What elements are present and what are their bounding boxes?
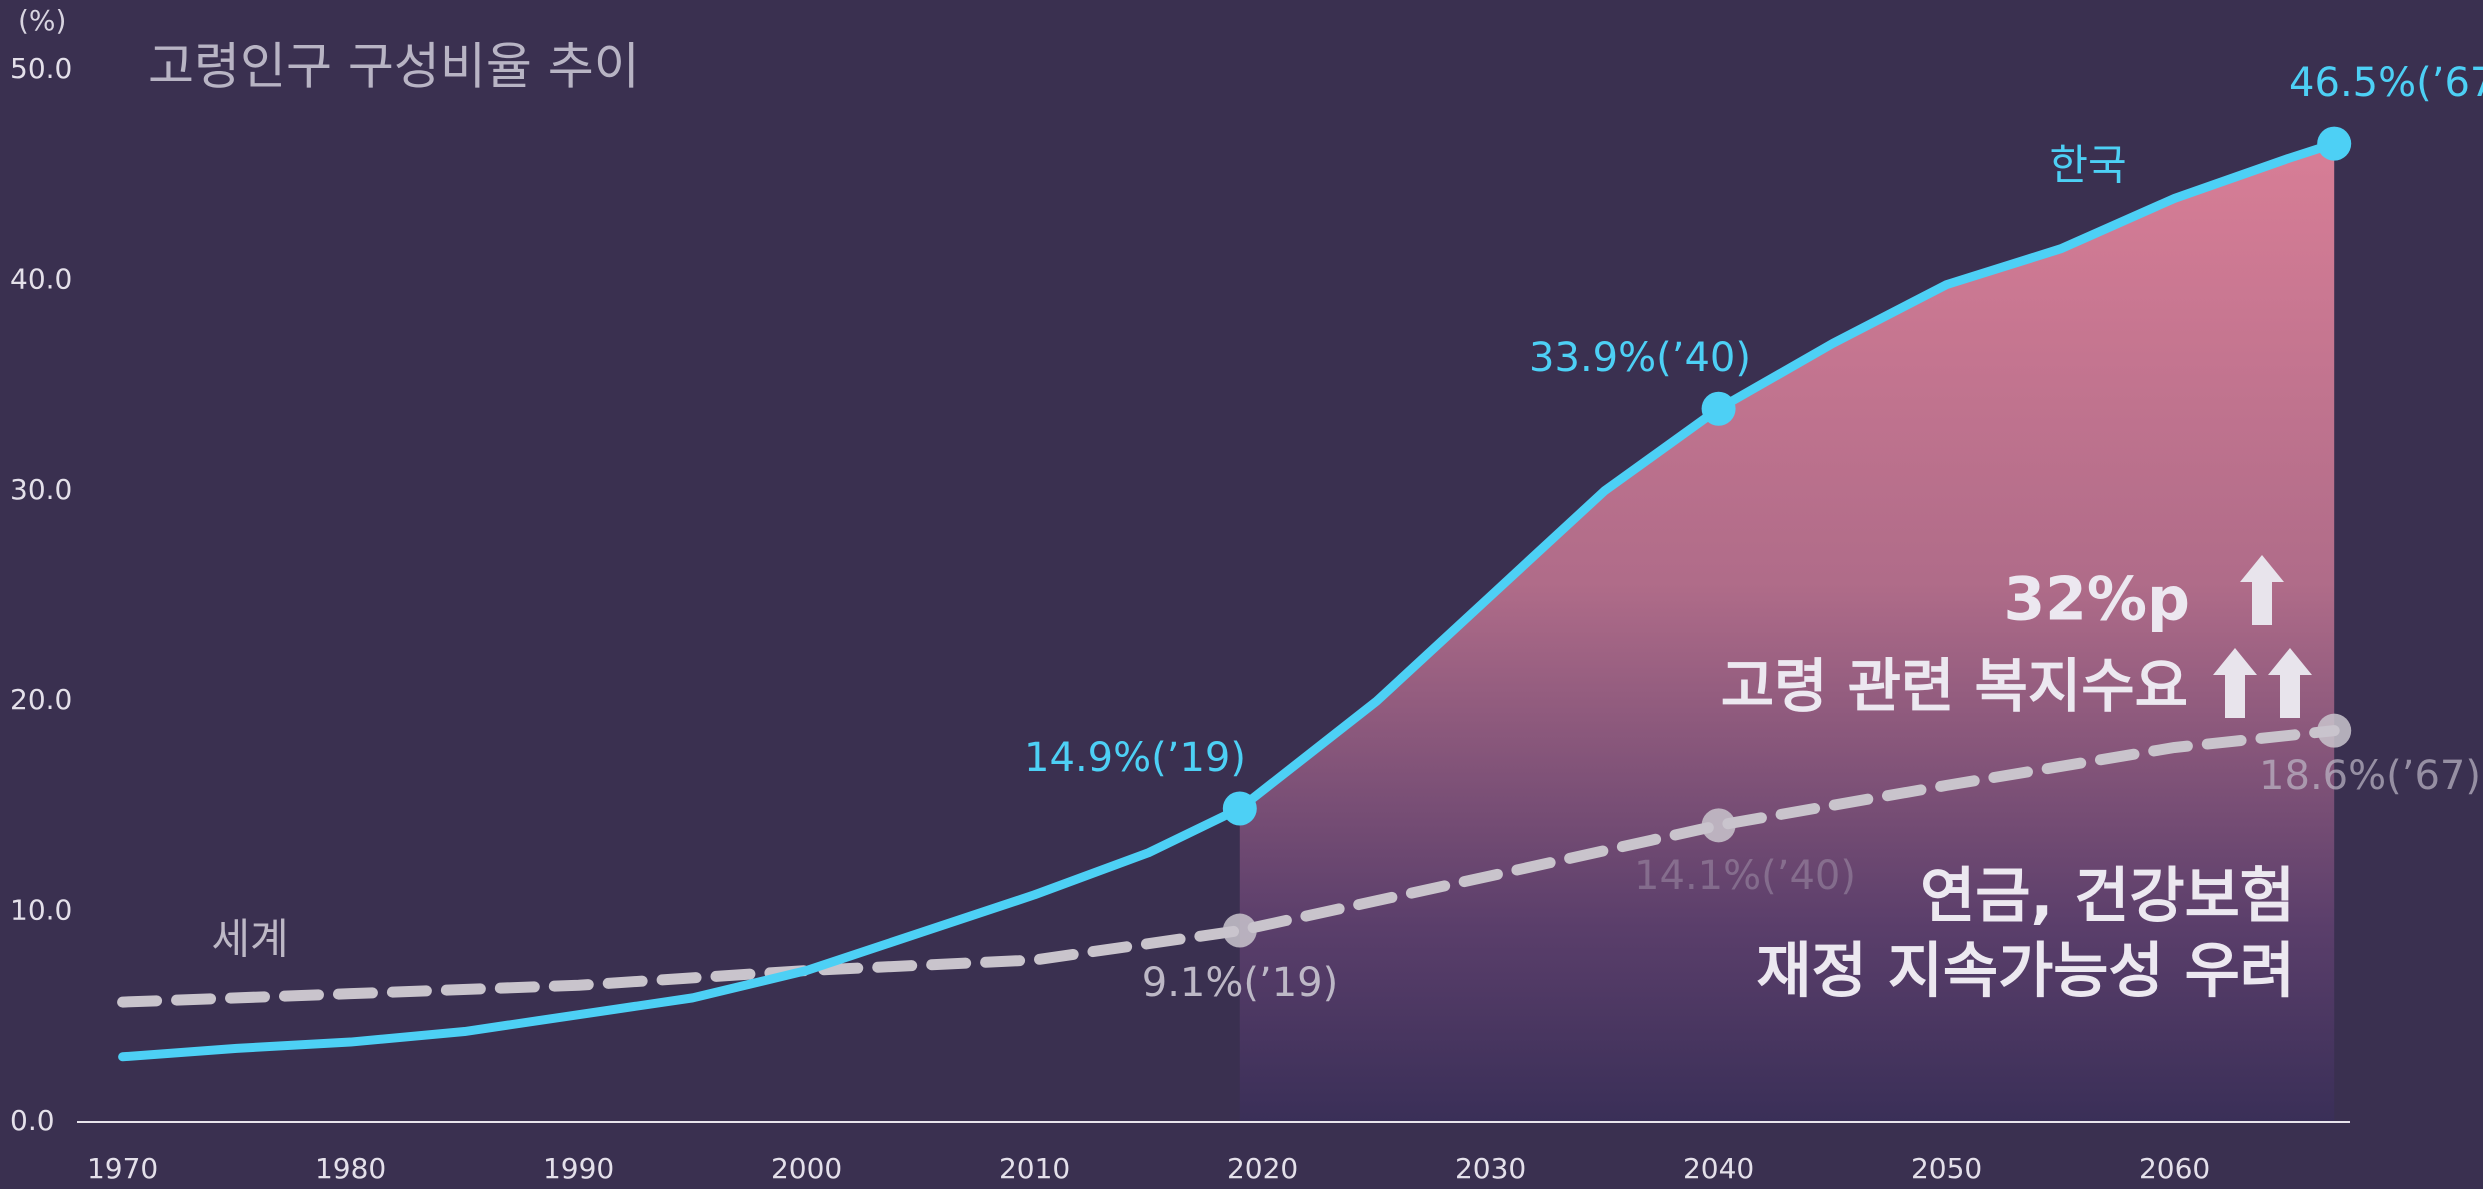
annotation: 46.5%(’67) xyxy=(2289,60,2483,106)
line xyxy=(117,725,2340,1008)
y-tick-label: 0.0 xyxy=(10,1104,55,1137)
callout: 고령 관련 복지수요 xyxy=(1721,652,2188,720)
chart-title: 고령인구 구성비율 추이 xyxy=(148,38,640,96)
y-tick-label: 20.0 xyxy=(10,683,72,716)
y-tick-label: 10.0 xyxy=(10,894,72,927)
series-label: 한국 xyxy=(2049,141,2126,190)
annotation: 9.1%(’19) xyxy=(1142,960,1338,1006)
x-tick-label: 2040 xyxy=(1683,1152,1754,1185)
point-marker xyxy=(2317,713,2352,748)
x-tick-label: 1990 xyxy=(543,1152,614,1185)
series-label: 세계 xyxy=(211,915,288,964)
x-tick-label: 2000 xyxy=(771,1152,842,1185)
callout: 재정 지속가능성 우려 xyxy=(1756,937,2295,1007)
annotation: 14.1%(’40) xyxy=(1634,853,1856,899)
x-tick-label: 2020 xyxy=(1227,1152,1298,1185)
point-marker xyxy=(1222,913,1257,948)
callout: 연금, 건강보험 xyxy=(1920,862,2295,932)
y-tick-label: 30.0 xyxy=(10,473,72,506)
annotation: 33.9%(’40) xyxy=(1529,335,1751,381)
arrow-icon xyxy=(2240,555,2284,625)
x-tick-label: 1970 xyxy=(87,1152,158,1185)
annotation: 18.6%(’67) xyxy=(2259,753,2481,799)
x-tick-label: 2030 xyxy=(1455,1152,1526,1185)
area xyxy=(1239,143,2335,1122)
arrow-icon xyxy=(2268,648,2312,718)
annotation: 14.9%(’19) xyxy=(1024,735,1246,781)
x-tick-label: 2050 xyxy=(1911,1152,1982,1185)
point-marker xyxy=(1222,791,1257,826)
plot: 0.0 10.0 20.0 30.0 40.0 50.0 1970 1980 1990 2000 2… xyxy=(10,52,2483,1185)
point-marker xyxy=(2317,126,2352,161)
y-tick-label: 50.0 xyxy=(10,52,72,85)
arrow-icon xyxy=(2213,648,2257,718)
y-tick-label: 40.0 xyxy=(10,262,72,295)
x-tick-label: 2010 xyxy=(999,1152,1070,1185)
callout: 32%p xyxy=(2003,565,2190,635)
y-unit: (%) xyxy=(18,4,66,37)
point-marker xyxy=(1701,808,1736,843)
x-tick-label: 1980 xyxy=(315,1152,386,1185)
point-marker xyxy=(1701,391,1736,426)
x-tick-label: 2060 xyxy=(2139,1152,2210,1185)
